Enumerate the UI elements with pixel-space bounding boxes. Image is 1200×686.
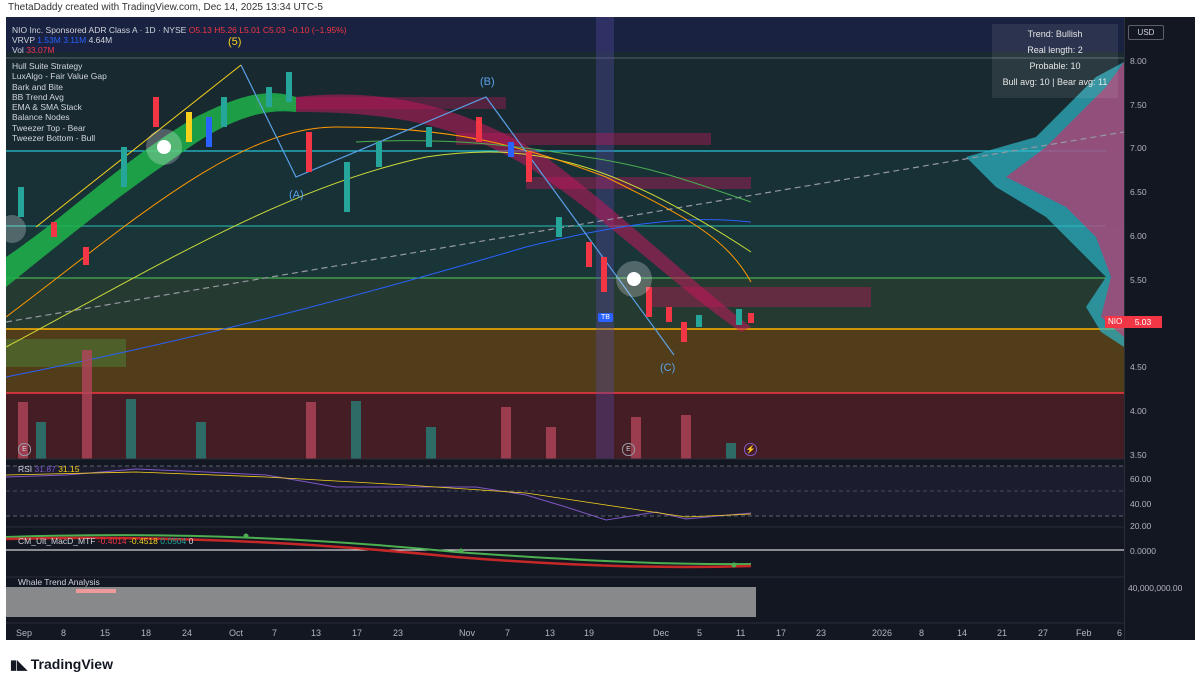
candles	[18, 72, 754, 342]
time-tick: 15	[100, 628, 111, 638]
whale-tick: 40,000,000.00	[1128, 583, 1183, 593]
price-tick: 8.00	[1130, 56, 1147, 66]
tradingview-logo[interactable]: ▮◣ TradingView	[10, 656, 113, 673]
price-tick: 7.50	[1130, 100, 1147, 110]
whale-label: Whale Trend Analysis	[18, 577, 100, 587]
time-tick: 23	[816, 628, 827, 638]
time-tick: Oct	[229, 628, 244, 638]
earnings-marker[interactable]: E	[622, 443, 635, 456]
earnings-marker[interactable]: E	[18, 443, 31, 456]
rsi-tick: 20.00	[1130, 521, 1152, 531]
indicator-list: Hull Suite Strategy LuxAlgo - Fair Value…	[12, 61, 107, 143]
created-by-text: ThetaDaddy created with TradingView.com,…	[8, 2, 323, 13]
price-tick: 4.50	[1130, 362, 1147, 372]
time-tick: 23	[393, 628, 404, 638]
price-tick: 3.50	[1130, 450, 1147, 460]
time-tick: Sep	[16, 628, 33, 638]
time-tick: 8	[61, 628, 67, 638]
real-length-row: Real length: 2	[1027, 45, 1083, 55]
last-price-tag: 5.03	[1124, 316, 1162, 328]
indicator-item[interactable]: Tweezer Bottom - Bull	[12, 133, 96, 144]
volume-bars	[18, 350, 736, 459]
footer	[0, 640, 1200, 686]
header-bar: ThetaDaddy created with TradingView.com,…	[0, 0, 1200, 16]
indicator-item[interactable]: BB Trend Avg	[12, 91, 64, 102]
time-tick: 7	[505, 628, 511, 638]
symbol-title: NIO Inc. Sponsored ADR Class A · 1D · NY…	[12, 25, 187, 35]
time-tick: 14	[957, 628, 968, 638]
indicator-item[interactable]: Tweezer Top - Bear	[12, 122, 86, 133]
price-tick: 6.50	[1130, 187, 1147, 197]
trend-table: Trend: Bullish Real length: 2 Probable: …	[992, 24, 1118, 98]
wave-label-a: (A)	[289, 189, 304, 201]
rsi-tick: 60.00	[1130, 474, 1152, 484]
vrvp-values: 1.53M 3.11M	[37, 35, 87, 45]
lightning-icon[interactable]: ⚡	[744, 443, 757, 456]
wave-label-5: (5)	[228, 36, 242, 48]
probable-row: Probable: 10	[1029, 61, 1081, 71]
vol-value: 33.07M	[26, 45, 55, 55]
indicator-item[interactable]: Balance Nodes	[12, 112, 70, 123]
avg-row: Bull avg: 10 | Bear avg: 11	[1002, 77, 1108, 87]
ohlc-values: O5.13 H5.26 L5.01 C5.03 −0.10 (−1.95%)	[188, 25, 347, 35]
time-tick: 17	[352, 628, 363, 638]
rsi-tick: 40.00	[1130, 499, 1152, 509]
price-tick: 4.00	[1130, 406, 1147, 416]
tb-marker[interactable]: TB	[598, 313, 613, 322]
brand-text: TradingView	[30, 656, 113, 672]
vol-label: Vol	[12, 45, 24, 55]
time-tick: Dec	[653, 628, 670, 638]
price-tick: 6.00	[1130, 231, 1147, 241]
rsi-label: RSI 31.87 31.15	[18, 464, 80, 474]
time-tick: 17	[776, 628, 787, 638]
time-tick: 19	[584, 628, 595, 638]
time-tick: 21	[997, 628, 1008, 638]
price-axis[interactable]	[1124, 17, 1195, 640]
indicator-item[interactable]: EMA & SMA Stack	[12, 102, 82, 113]
indicator-item[interactable]: Hull Suite Strategy	[12, 61, 83, 71]
time-tick: 6	[1117, 628, 1123, 638]
time-tick: Nov	[459, 628, 476, 638]
time-tick: 24	[182, 628, 193, 638]
time-tick: Feb	[1076, 628, 1092, 638]
wave-label-b: (B)	[480, 76, 495, 88]
vrvp-label: VRVP	[12, 35, 35, 45]
vrvp-total: 4.64M	[88, 35, 113, 45]
macd-tick: 0.0000	[1130, 546, 1156, 556]
time-tick: 2026	[872, 628, 893, 638]
trend-row: Trend: Bullish	[1027, 29, 1083, 39]
time-tick: 5	[697, 628, 703, 638]
indicator-item[interactable]: LuxAlgo - Fair Value Gap	[12, 71, 107, 82]
currency-button[interactable]: USD	[1128, 25, 1164, 40]
time-tick: 18	[141, 628, 152, 638]
wave-label-c: (C)	[660, 362, 676, 374]
time-tick: 7	[272, 628, 278, 638]
chart-pane[interactable]: NIO Inc. Sponsored ADR Class A · 1D · NY…	[6, 17, 1124, 640]
price-tick: 5.50	[1130, 275, 1147, 285]
macd-label: CM_Ult_MacD_MTF -0.4014 -0.4518 0.0504 0	[18, 536, 194, 546]
time-tick: 27	[1038, 628, 1049, 638]
indicator-item[interactable]: Bark and Bite	[12, 81, 64, 92]
time-tick: 13	[311, 628, 322, 638]
time-tick: 13	[545, 628, 556, 638]
ticker-tag: NIO	[1105, 316, 1126, 328]
time-tick: 8	[919, 628, 925, 638]
time-tick: 11	[736, 628, 746, 638]
chart-canvas[interactable]	[6, 17, 1124, 640]
legend: NIO Inc. Sponsored ADR Class A · 1D · NY…	[12, 25, 347, 55]
price-tick: 7.00	[1130, 143, 1147, 153]
tv-mark-icon: ▮◣	[10, 657, 31, 672]
volume-profile	[966, 62, 1124, 347]
